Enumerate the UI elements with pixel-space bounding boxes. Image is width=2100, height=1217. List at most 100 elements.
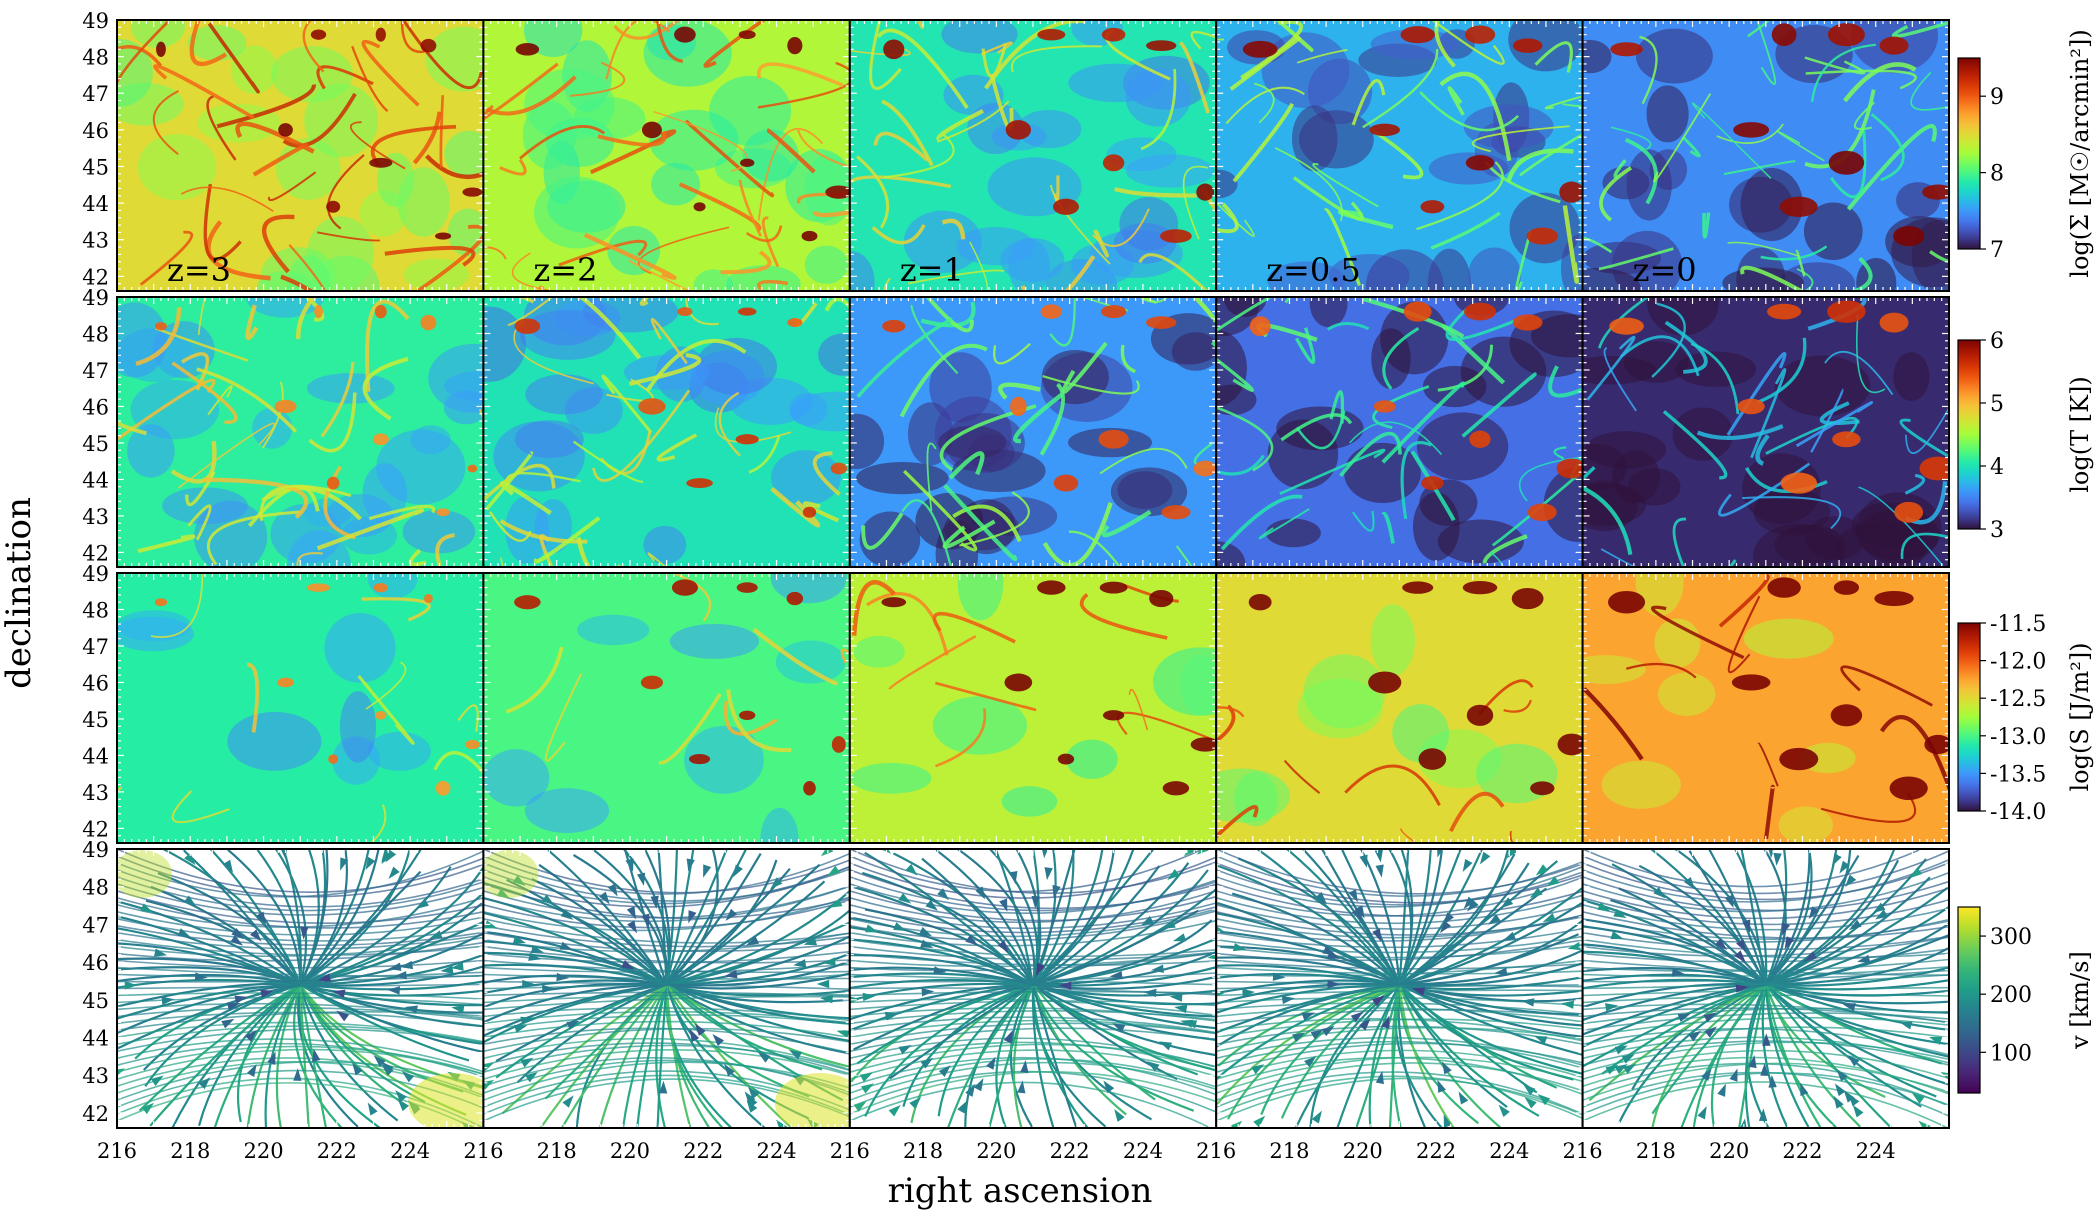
- filament: [439, 95, 445, 168]
- filament: [869, 20, 902, 90]
- filament: [1672, 517, 1687, 567]
- streamline-arrow: [747, 1086, 760, 1099]
- colorbar-3: -11.5 -12.0 -12.5 -13.0 -13.5 -14.0 log(S [J/m…: [1957, 612, 2094, 825]
- panel-frame: [1581, 572, 1950, 844]
- void-region: [684, 725, 764, 794]
- halo-knot: [1146, 316, 1177, 329]
- halo-knot: [1099, 581, 1128, 594]
- streamline: [1582, 850, 1949, 895]
- void-region: [1001, 786, 1058, 817]
- streamline-arrow: [340, 857, 349, 871]
- streamline: [1216, 1008, 1583, 1025]
- halo-knot: [424, 593, 433, 604]
- streamline-arrow: [1458, 1091, 1469, 1105]
- filament: [757, 128, 824, 221]
- y-tick-label: 49: [82, 562, 109, 586]
- void-region: [760, 807, 799, 843]
- y-tick-label: 42: [82, 1102, 109, 1126]
- filament: [570, 61, 626, 97]
- halo-knot: [693, 202, 706, 212]
- filament: [268, 171, 317, 202]
- streamline-arrow: [1441, 1061, 1452, 1075]
- halo-knot: [1052, 198, 1079, 215]
- void-region: [941, 20, 1018, 54]
- halo-knot: [1889, 776, 1928, 801]
- filament: [932, 611, 1016, 644]
- void-region: [771, 450, 841, 505]
- halo-knot: [1512, 314, 1543, 331]
- streamline-arrow: [1375, 1070, 1384, 1085]
- filament: [960, 241, 989, 291]
- filament: [1582, 466, 1596, 482]
- streamline: [1336, 984, 1401, 1128]
- void-region: [1437, 519, 1524, 564]
- streamline-arrow: [1371, 995, 1385, 1007]
- streamline: [274, 849, 308, 985]
- streamline: [236, 983, 301, 1123]
- streamline-arrow: [267, 1051, 276, 1065]
- streamline-arrow: [861, 1083, 874, 1094]
- filament: [583, 232, 677, 281]
- y-tick-label: 42: [82, 817, 109, 841]
- streamline-arrow: [520, 1016, 534, 1025]
- halo-knot: [465, 739, 480, 750]
- streamline: [1399, 983, 1583, 1016]
- streamline: [1582, 986, 1949, 997]
- streamline-arrow: [525, 1071, 538, 1083]
- streamline: [1216, 1018, 1583, 1039]
- y-tick-label: 48: [82, 876, 109, 900]
- streamline: [483, 849, 850, 894]
- filament: [408, 548, 427, 567]
- filament: [1116, 711, 1212, 740]
- void-region: [849, 251, 875, 291]
- halo-knot: [671, 579, 698, 596]
- streamline-arrow: [222, 859, 234, 873]
- streamline-arrow: [395, 1090, 407, 1103]
- streamline: [117, 938, 484, 956]
- halo-knot: [1771, 23, 1797, 47]
- streamline: [1032, 983, 1217, 1018]
- streamline-arrow: [522, 979, 535, 989]
- streamline-arrow: [1697, 1106, 1707, 1120]
- streamline: [1582, 974, 1949, 990]
- streamline: [1582, 918, 1949, 943]
- filament: [873, 131, 929, 162]
- streamline-arrow: [975, 886, 986, 900]
- filament: [137, 534, 196, 554]
- streamline-arrow: [1310, 1029, 1324, 1040]
- x-tick-label: 222: [683, 1139, 723, 1163]
- filament: [1419, 91, 1519, 132]
- streamline: [275, 984, 302, 1128]
- streamline: [299, 983, 484, 1054]
- streamline: [665, 849, 748, 986]
- streamline: [1588, 983, 1767, 1102]
- x-tick-label: 218: [1636, 1139, 1676, 1163]
- filament: [1509, 830, 1514, 843]
- filament: [1280, 413, 1353, 442]
- filament: [812, 451, 841, 496]
- halo-knot: [277, 677, 294, 688]
- streamline: [1582, 1016, 1949, 1039]
- streamline-arrow: [1311, 1110, 1322, 1124]
- streamline-arrow: [1350, 1011, 1364, 1023]
- axis-labels: right ascension declination: [0, 497, 1152, 1211]
- streamline: [299, 849, 380, 986]
- filament: [369, 804, 387, 843]
- void-region: [1291, 105, 1338, 172]
- filament: [180, 186, 274, 213]
- void-region: [804, 245, 849, 284]
- x-tick-label: 220: [1709, 1139, 1749, 1163]
- filament: [361, 597, 431, 622]
- streamline: [656, 984, 668, 1128]
- streamline: [1765, 983, 1943, 1065]
- streamline: [849, 890, 1217, 922]
- streamline-arrow: [401, 1071, 415, 1083]
- panel-r1-c1: z=3 42 43 44 45 46 47 48 49: [82, 9, 485, 292]
- halo-knot: [1469, 430, 1491, 448]
- halo-knot: [825, 185, 850, 199]
- halo-knot: [830, 462, 847, 475]
- x-tick-label: 220: [1343, 1139, 1383, 1163]
- filament: [856, 317, 953, 398]
- void-region: [643, 525, 687, 564]
- halo-knot: [1556, 458, 1583, 479]
